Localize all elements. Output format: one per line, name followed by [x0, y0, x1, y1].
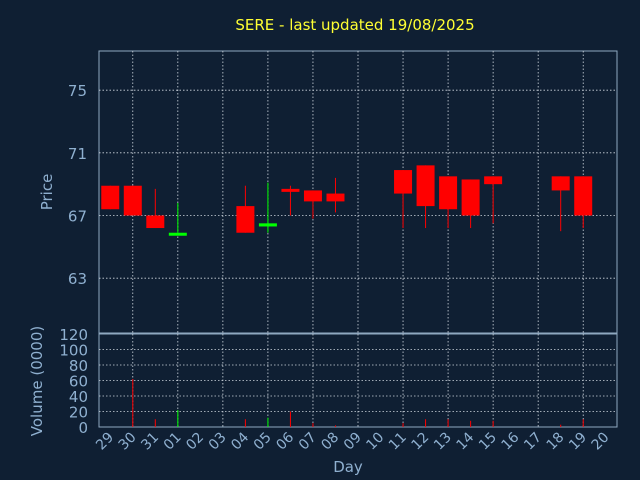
candle-body	[303, 190, 322, 202]
price-tick-label: 75	[68, 82, 87, 100]
candle-body	[146, 215, 165, 229]
x-tick-label: 18	[544, 430, 568, 454]
x-tick-label: 06	[273, 429, 297, 453]
candle-body	[394, 170, 413, 194]
candle-body	[258, 223, 277, 227]
x-tick-label: 09	[341, 430, 365, 454]
x-tick-label: 07	[296, 430, 320, 454]
volume-tick-label: 40	[69, 388, 88, 406]
volume-tick-label: 120	[59, 326, 88, 344]
volume-tick-label: 80	[69, 357, 88, 375]
x-tick-label: 04	[228, 429, 252, 453]
candle-body	[484, 176, 503, 185]
volume-tick-label: 0	[78, 419, 88, 437]
x-tick-label: 03	[206, 430, 230, 454]
candle-body	[123, 185, 142, 216]
x-axis-label: Day	[333, 458, 363, 476]
x-tick-label: 29	[93, 430, 117, 454]
x-tick-label: 20	[589, 430, 613, 454]
price-tick-label: 67	[68, 208, 87, 226]
volume-axis-label: Volume (0000)	[28, 326, 46, 436]
x-tick-label: 02	[183, 430, 207, 454]
candle-body	[551, 176, 570, 191]
price-tick-label: 71	[68, 145, 87, 163]
x-tick-label: 10	[363, 430, 387, 454]
price-tick-label: 63	[68, 270, 87, 288]
candle-body	[281, 188, 300, 192]
candle-body	[101, 185, 120, 210]
x-tick-label: 17	[521, 430, 545, 454]
x-tick-label: 31	[138, 430, 162, 454]
candle-body	[168, 232, 187, 236]
volume-tick-label: 20	[69, 404, 88, 422]
x-tick-label: 12	[408, 430, 432, 454]
price-axis-label: Price	[38, 174, 56, 211]
chart-title: SERE - last updated 19/08/2025	[235, 16, 474, 34]
x-axis: 2930310102030405060708091011121314151617…	[93, 429, 612, 453]
candle-body	[439, 176, 458, 210]
candle-body	[574, 176, 593, 216]
candle-body	[461, 179, 480, 216]
x-tick-label: 08	[318, 430, 342, 454]
x-tick-label: 13	[431, 430, 455, 454]
volume-tick-label: 100	[59, 342, 88, 360]
candle-body	[326, 193, 345, 202]
x-tick-label: 30	[116, 430, 140, 454]
x-tick-label: 16	[499, 429, 523, 453]
x-tick-label: 15	[476, 430, 500, 454]
candle-body	[236, 206, 255, 233]
x-tick-label: 05	[251, 430, 275, 454]
x-tick-label: 01	[161, 430, 185, 454]
x-tick-label: 14	[454, 429, 478, 453]
candle-body	[416, 165, 435, 207]
x-tick-label: 11	[386, 430, 410, 454]
x-tick-label: 19	[566, 430, 590, 454]
price-panel: 75 71 67 63	[68, 50, 618, 334]
volume-tick-label: 60	[69, 373, 88, 391]
